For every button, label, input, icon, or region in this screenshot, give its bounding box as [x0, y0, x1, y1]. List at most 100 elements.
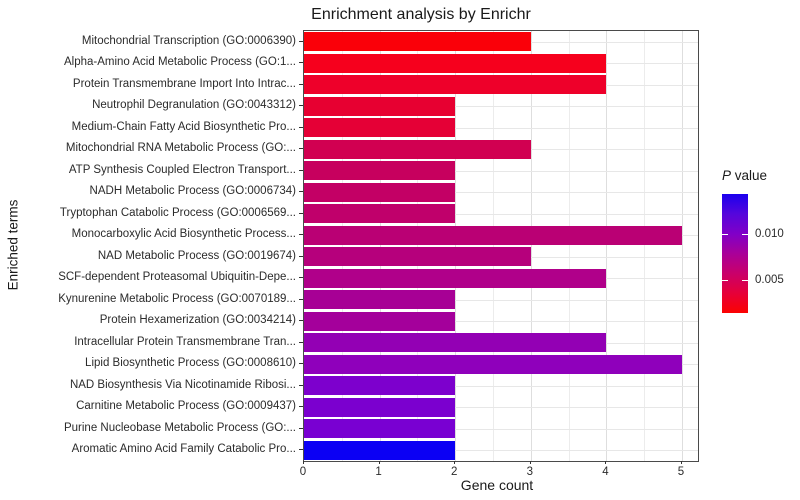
bar	[304, 161, 456, 181]
x-tick-label: 5	[677, 466, 685, 478]
y-tick-label: Medium-Chain Fatty Acid Biosynthetic Pro…	[71, 120, 296, 133]
legend-title-value: value	[731, 168, 768, 183]
x-tick-label: 2	[450, 466, 458, 478]
bar	[304, 419, 456, 439]
bar	[304, 311, 456, 331]
gridline	[568, 31, 570, 461]
y-tick-label: SCF-dependent Proteasomal Ubiquitin-Depe…	[58, 271, 296, 284]
y-tick-label: Neutrophil Degranulation (GO:0043312)	[92, 99, 296, 112]
gridline	[304, 321, 698, 323]
gridline	[304, 170, 698, 172]
plot-panel	[303, 30, 699, 462]
y-tick	[299, 234, 303, 236]
gridline	[304, 106, 698, 108]
chart-title: Enrichment analysis by Enrichr	[311, 6, 531, 23]
legend-tick-mark	[722, 233, 728, 235]
gridline	[341, 31, 343, 461]
bar	[304, 139, 531, 159]
x-tick	[605, 461, 607, 464]
y-tick	[299, 62, 303, 64]
x-tick	[529, 461, 531, 464]
y-tick	[299, 277, 303, 279]
x-tick-label: 0	[299, 466, 307, 478]
bar	[304, 32, 531, 52]
y-tick	[299, 384, 303, 386]
y-tick	[299, 320, 303, 322]
y-axis-title: Enriched terms	[5, 199, 21, 291]
y-tick-label: Mitochondrial Transcription (GO:0006390)	[81, 34, 296, 47]
y-tick-label: Kynurenine Metabolic Process (GO:0070189…	[58, 292, 296, 305]
y-tick	[299, 105, 303, 107]
bar	[304, 376, 456, 396]
bar	[304, 440, 456, 460]
y-tick	[299, 341, 303, 343]
gridline	[304, 299, 698, 301]
y-tick-label: ATP Synthesis Coupled Electron Transport…	[68, 163, 296, 176]
gridline	[304, 450, 698, 452]
legend-gradient-bar	[722, 194, 748, 313]
gridline	[417, 31, 419, 461]
y-tick	[299, 148, 303, 150]
y-tick	[299, 255, 303, 257]
y-tick-label: Mitochondrial RNA Metabolic Process (GO:…	[65, 142, 296, 155]
legend-tick-mark	[722, 279, 728, 281]
legend-tick-mark	[742, 233, 748, 235]
bar	[304, 225, 682, 245]
y-tick-label: Alpha-Amino Acid Metabolic Process (GO:1…	[63, 56, 296, 69]
gridline	[493, 31, 494, 461]
gridline	[304, 192, 698, 194]
gridline	[682, 31, 683, 461]
gridline	[304, 385, 698, 387]
y-tick-label: Protein Transmembrane Import Into Intrac…	[72, 77, 296, 90]
bar	[304, 268, 607, 288]
x-tick-label: 3	[526, 466, 533, 478]
y-tick-label: NAD Biosynthesis Via Nicotinamide Ribosi…	[69, 378, 296, 391]
y-tick-label: Protein Hexamerization (GO:0034214)	[99, 314, 296, 327]
y-tick-label: NAD Metabolic Process (GO:0019674)	[97, 249, 296, 262]
x-tick	[303, 461, 304, 464]
bar	[304, 96, 456, 116]
bar	[304, 354, 682, 374]
y-tick	[299, 363, 303, 365]
y-tick-label: Tryptophan Catabolic Process (GO:0006569…	[59, 206, 296, 219]
gridline	[606, 31, 608, 461]
y-tick-label: Carnitine Metabolic Process (GO:0009437)	[76, 400, 296, 413]
bar	[304, 290, 456, 310]
y-tick	[299, 298, 303, 300]
y-tick-label: Lipid Biosynthetic Process (GO:0008610)	[85, 357, 296, 370]
x-tick	[681, 461, 682, 464]
y-tick	[299, 126, 303, 128]
bar	[304, 118, 456, 138]
y-tick-label: Aromatic Amino Acid Family Catabolic Pro…	[71, 443, 296, 456]
gridline	[304, 213, 698, 215]
gridline	[304, 127, 698, 129]
gridline	[379, 31, 381, 461]
y-tick	[299, 427, 303, 429]
bar	[304, 247, 531, 267]
gridline	[530, 31, 532, 461]
y-tick	[299, 449, 303, 451]
y-tick	[299, 40, 303, 42]
y-tick	[299, 83, 303, 85]
x-axis-title: Gene count	[460, 477, 534, 493]
y-tick-label: Intracellular Protein Transmembrane Tran…	[74, 335, 296, 348]
x-tick	[378, 461, 380, 464]
x-tick-label: 1	[375, 466, 382, 478]
y-tick	[299, 191, 303, 193]
bar	[304, 204, 456, 224]
legend-tick-label: 0.010	[755, 227, 784, 240]
y-tick-label: Monocarboxylic Acid Biosynthetic Process…	[71, 228, 296, 241]
x-tick	[454, 461, 456, 464]
legend-tick-mark	[742, 279, 748, 281]
gridline	[644, 31, 646, 461]
bar	[304, 75, 607, 95]
gridline	[455, 31, 457, 461]
bar	[304, 53, 607, 73]
legend-title-p: P	[722, 168, 732, 183]
y-tick	[299, 212, 303, 214]
y-tick-label: NADH Metabolic Process (GO:0006734)	[89, 185, 296, 198]
y-tick-label: Purine Nucleobase Metabolic Process (GO:…	[63, 421, 296, 434]
bar	[304, 397, 456, 417]
y-tick	[299, 406, 303, 408]
